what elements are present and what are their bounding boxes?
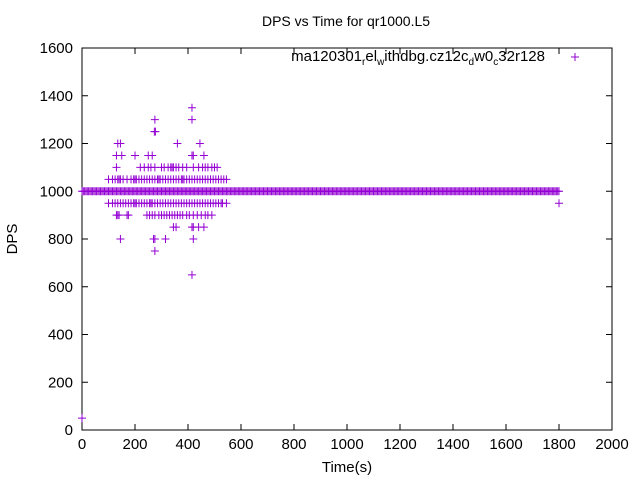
data-point — [115, 211, 124, 220]
data-point — [150, 115, 159, 124]
data-point — [555, 199, 563, 208]
data-point — [213, 163, 222, 172]
x-axis-label: Time(s) — [322, 459, 372, 476]
data-point — [150, 235, 159, 243]
legend-marker-plus-icon — [571, 53, 579, 61]
y-tick-label: 200 — [48, 374, 73, 391]
data-point — [172, 223, 181, 232]
legend: ma120301relwithdbg.cz12cdw0c32r128 — [291, 48, 579, 68]
y-tick-label: 800 — [48, 231, 73, 248]
x-tick-label: 600 — [228, 436, 253, 453]
y-tick-label: 1000 — [40, 183, 73, 200]
x-tick-label: 1600 — [489, 436, 522, 453]
data-point — [189, 151, 198, 160]
data-point — [124, 211, 133, 220]
data-point — [222, 199, 231, 208]
y-tick-label: 0 — [65, 422, 73, 439]
x-tick-label: 1200 — [383, 436, 416, 453]
data-point — [199, 223, 208, 232]
data-point — [195, 139, 204, 148]
data-point — [78, 414, 86, 423]
x-tick-label: 200 — [122, 436, 147, 453]
x-tick-label: 1800 — [542, 436, 575, 453]
y-tick-label: 1400 — [40, 88, 73, 105]
data-point — [173, 139, 182, 148]
data-point — [189, 235, 198, 243]
data-point — [148, 151, 157, 160]
legend-marker-point — [571, 53, 579, 61]
data-point — [187, 270, 196, 279]
data-point — [151, 127, 160, 136]
y-tick-label: 1200 — [40, 136, 73, 153]
data-point — [187, 115, 196, 124]
data-point — [555, 187, 563, 196]
chart-title: DPS vs Time for qr1000.L5 — [262, 13, 430, 29]
data-point — [116, 235, 125, 243]
y-axis-label: DPS — [4, 224, 21, 255]
data-point — [207, 211, 216, 220]
data-point — [131, 151, 139, 160]
y-tick-label: 600 — [48, 279, 73, 296]
data-point — [222, 175, 231, 184]
y-axis: 0 200 400 600 800 1000 1200 1400 1600 — [40, 40, 612, 439]
data-point — [116, 139, 125, 148]
y-tick-label: 1600 — [40, 40, 73, 57]
data-point — [187, 103, 196, 112]
data-point — [112, 163, 121, 172]
data-point — [117, 151, 126, 160]
x-tick-label: 1000 — [330, 436, 363, 453]
x-tick-label: 800 — [281, 436, 306, 453]
data-point — [199, 151, 208, 160]
data-point — [161, 235, 170, 243]
x-tick-label: 2000 — [595, 436, 628, 453]
x-axis: 0 200 400 600 800 1000 1200 1400 1600 1800 2000 — [78, 48, 629, 453]
data-point — [150, 246, 159, 255]
x-tick-label: 0 — [78, 436, 86, 453]
x-tick-label: 400 — [175, 436, 200, 453]
y-tick-label: 400 — [48, 327, 73, 344]
legend-label: ma120301relwithdbg.cz12cdw0c32r128 — [291, 48, 545, 68]
x-tick-label: 1400 — [436, 436, 469, 453]
data-points — [78, 103, 563, 423]
